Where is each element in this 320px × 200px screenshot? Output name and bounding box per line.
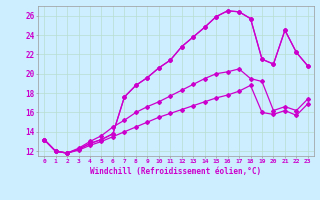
X-axis label: Windchill (Refroidissement éolien,°C): Windchill (Refroidissement éolien,°C) xyxy=(91,167,261,176)
